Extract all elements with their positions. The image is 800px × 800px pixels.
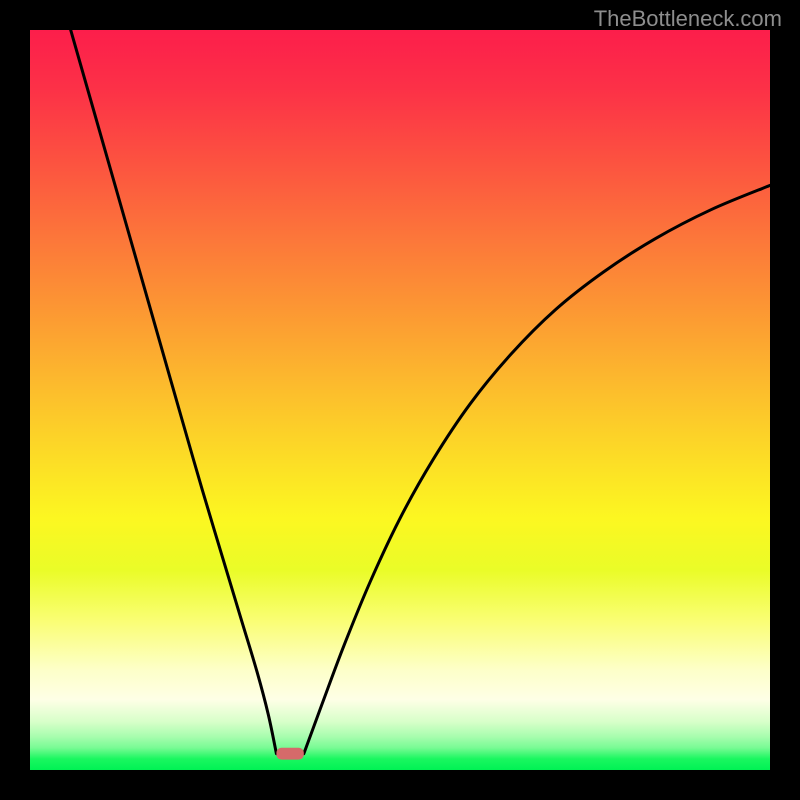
plot-area bbox=[30, 30, 770, 770]
minimum-marker bbox=[276, 748, 303, 760]
chart-root: { "watermark": { "text": "TheBottleneck.… bbox=[0, 0, 800, 800]
chart-svg bbox=[30, 30, 770, 770]
chart-background bbox=[30, 30, 770, 770]
watermark-text: TheBottleneck.com bbox=[594, 6, 782, 32]
